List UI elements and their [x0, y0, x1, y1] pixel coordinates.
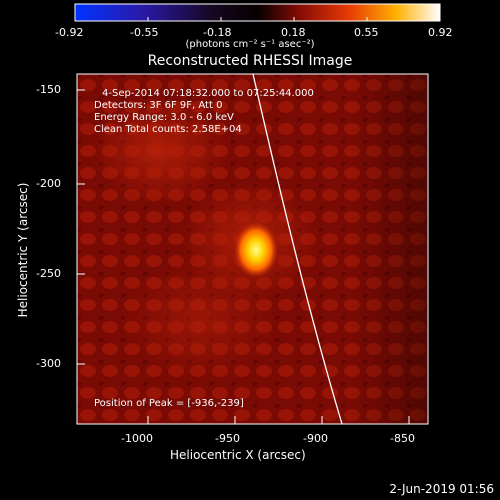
y-axis-label: Heliocentric Y (arcsec): [16, 182, 30, 318]
plot-frame: [76, 73, 429, 425]
time-range-annotation: 4-Sep-2014 07:18:32.000 to 07:25:44.000: [102, 88, 314, 99]
colorbar-tick-label: 0.55: [354, 26, 379, 39]
x-tick-label: -850: [390, 432, 415, 445]
clean-counts-annotation: Clean Total counts: 2.58E+04: [94, 124, 242, 135]
colorbar-units-label: (photons cm⁻² s⁻¹ asec⁻²): [185, 39, 315, 50]
colorbar-tick-label: -0.55: [130, 26, 159, 39]
colorbar-tick-label: -0.92: [55, 26, 84, 39]
energy-range-annotation: Energy Range: 3.0 - 6.0 keV: [94, 112, 234, 123]
colorbar-tick-label: 0.92: [428, 26, 453, 39]
y-tick-label: -300: [36, 357, 61, 370]
colorbar-tick-label: 0.18: [281, 26, 306, 39]
x-axis-label: Heliocentric X (arcsec): [170, 448, 306, 462]
detectors-annotation: Detectors: 3F 6F 9F, Att 0: [94, 100, 223, 111]
y-tick-label: -200: [36, 177, 61, 190]
colorbar-gradient: [74, 3, 441, 22]
plot-title: Reconstructed RHESSI Image: [147, 53, 353, 69]
x-tick-label: -900: [303, 432, 328, 445]
flare-source: [234, 222, 278, 278]
y-tick-label: -150: [36, 83, 61, 96]
colorbar-tick-label: -0.18: [203, 26, 232, 39]
colorbar: [74, 3, 441, 22]
peak-position-annotation: Position of Peak = [-936,-239]: [94, 398, 244, 409]
x-tick-label: -950: [215, 432, 240, 445]
x-tick-label: -1000: [121, 432, 153, 445]
footer-date: 2-Jun-2019 01:56: [389, 482, 494, 496]
solar-limb-line: [252, 73, 343, 425]
y-tick-label: -250: [36, 267, 61, 280]
